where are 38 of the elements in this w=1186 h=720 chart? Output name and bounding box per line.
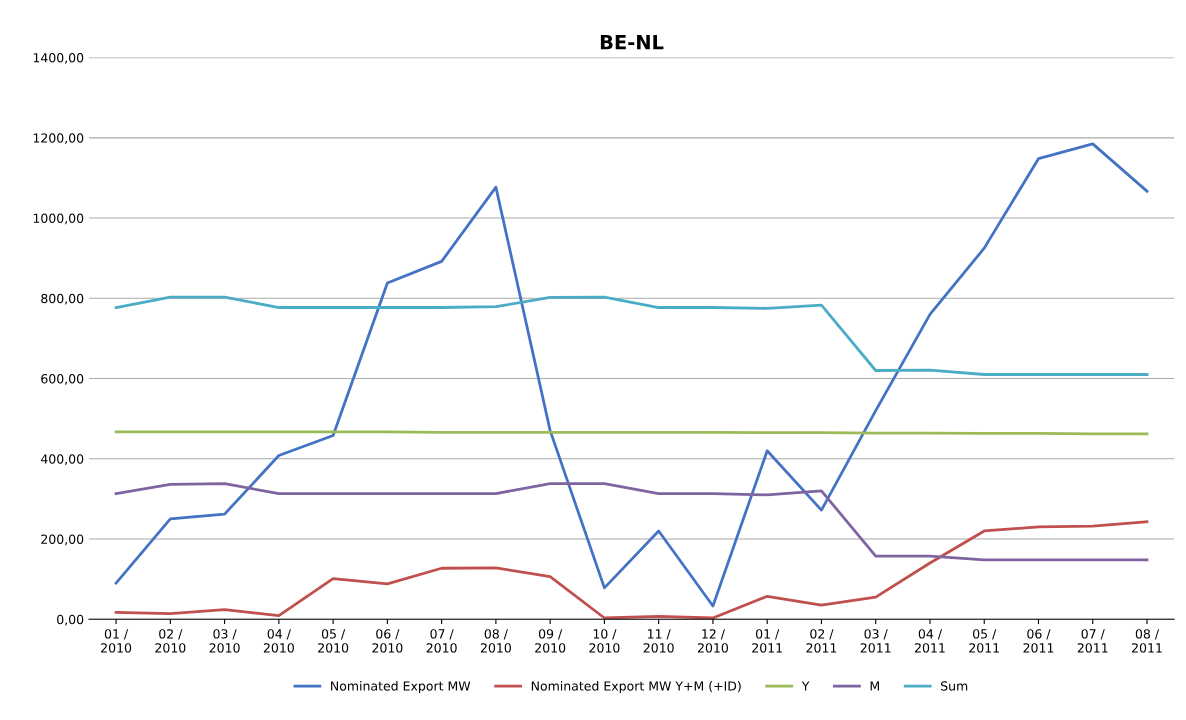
line-series bbox=[114, 482, 1149, 562]
chart-title: BE-NL bbox=[600, 35, 664, 50]
line-series bbox=[114, 142, 1149, 608]
x-tick-label: 08 / 2010 bbox=[480, 629, 511, 653]
legend-label: Nominated Export MW Y+M (+ID) bbox=[531, 680, 741, 694]
legend-label: Nominated Export MW bbox=[331, 680, 471, 694]
legend-label: Sum bbox=[941, 681, 968, 691]
x-tick-label: 12 / 2010 bbox=[697, 629, 729, 653]
x-tick-label: 01 / 2010 bbox=[101, 629, 132, 653]
x-tick-label: 05 / 2011 bbox=[969, 629, 999, 653]
x-tick-label: 10 / 2010 bbox=[589, 629, 620, 653]
line-series bbox=[114, 295, 1149, 376]
x-tick-label: 05 / 2010 bbox=[318, 629, 349, 653]
y-tick-label: 600,00 bbox=[41, 373, 84, 385]
x-tick-label: 07 / 2011 bbox=[1077, 629, 1108, 653]
y-tick-label: 1400,00 bbox=[33, 53, 84, 64]
x-tick-label: 09 / 2010 bbox=[535, 629, 566, 653]
x-tick-label: 06 / 2010 bbox=[372, 629, 403, 653]
x-tick-label: 08 / 2011 bbox=[1132, 629, 1162, 653]
line-series bbox=[114, 520, 1149, 620]
legend-label: M bbox=[870, 681, 879, 691]
y-tick-label: 1200,00 bbox=[33, 133, 84, 145]
x-tick-label: 04 / 2010 bbox=[263, 629, 294, 653]
x-tick-label: 03 / 2011 bbox=[860, 629, 891, 653]
x-tick-label: 07 / 2010 bbox=[426, 629, 457, 653]
y-tick-label: 200,00 bbox=[41, 534, 84, 546]
y-tick-label: 1000,00 bbox=[33, 213, 84, 225]
x-tick-label: 04 / 2011 bbox=[914, 629, 945, 653]
x-tick-label: 02 / 2011 bbox=[806, 629, 837, 653]
legend-label: Y bbox=[801, 681, 810, 691]
x-tick-label: 02 / 2010 bbox=[155, 629, 186, 653]
y-tick-label: 400,00 bbox=[40, 454, 84, 465]
y-tick-label: 800,00 bbox=[41, 293, 84, 305]
x-tick-label: 01 / 2011 bbox=[752, 629, 782, 653]
x-tick-label: 06 / 2011 bbox=[1023, 629, 1054, 653]
x-tick-label: 11 / 2010 bbox=[643, 629, 674, 653]
x-tick-label: 03 / 2010 bbox=[209, 629, 240, 653]
y-tick-label: 0,00 bbox=[57, 614, 84, 626]
